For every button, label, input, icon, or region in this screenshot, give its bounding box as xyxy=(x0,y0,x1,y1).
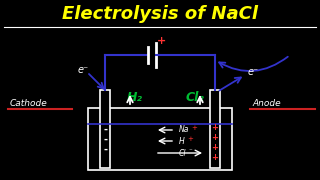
Text: Electrolysis of NaCl: Electrolysis of NaCl xyxy=(62,5,258,23)
Bar xyxy=(210,90,220,168)
Text: e⁻: e⁻ xyxy=(77,65,89,75)
Text: Cl: Cl xyxy=(179,148,187,158)
Text: Na: Na xyxy=(179,125,189,134)
Text: +: + xyxy=(212,123,219,132)
Text: +: + xyxy=(191,125,197,131)
Text: -: - xyxy=(103,145,107,155)
Text: -: - xyxy=(103,125,107,135)
Text: Cl₂: Cl₂ xyxy=(186,91,204,104)
Text: +: + xyxy=(212,152,219,161)
Text: -: - xyxy=(103,135,107,145)
Text: +: + xyxy=(187,136,193,142)
Text: H₂: H₂ xyxy=(127,91,143,104)
Text: Anode: Anode xyxy=(252,98,281,107)
Text: Cathode: Cathode xyxy=(10,98,48,107)
Text: H: H xyxy=(179,136,185,145)
Text: +: + xyxy=(212,132,219,141)
Text: e⁻: e⁻ xyxy=(247,67,259,77)
Text: ⁻: ⁻ xyxy=(189,148,193,154)
Bar xyxy=(88,108,232,170)
Bar xyxy=(100,90,110,168)
Text: +: + xyxy=(157,36,167,46)
Text: +: + xyxy=(212,143,219,152)
